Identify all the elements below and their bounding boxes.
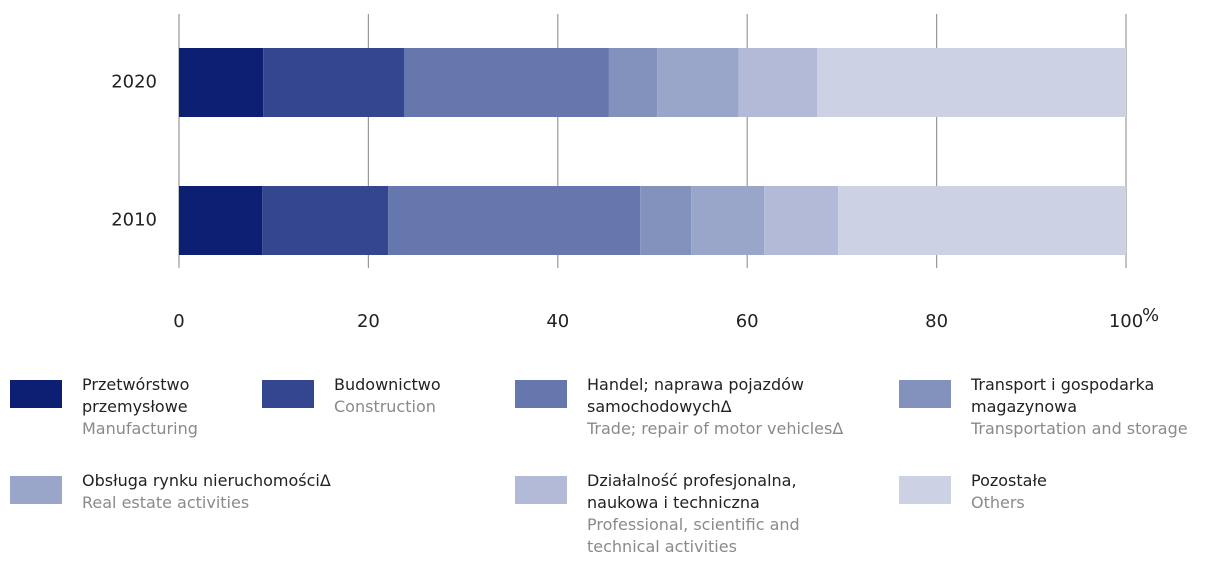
legend-swatch [515, 476, 567, 504]
bar-segment [640, 186, 692, 255]
legend-label-en: Trade; repair of motor vehiclesΔ [587, 419, 844, 438]
legend-label: Budownictwo [334, 375, 441, 394]
x-tick-label: 0 [173, 311, 184, 332]
x-tick-label: 80 [925, 311, 948, 332]
legend-swatch [10, 476, 62, 504]
legend-label-en: Construction [334, 397, 436, 416]
legend-label-en: Professional, scientific and technical a… [587, 515, 800, 556]
legend-label-en: Manufacturing [82, 419, 198, 438]
y-tick-label: 2010 [111, 210, 157, 231]
legend-swatch [10, 380, 62, 408]
x-tick-label: 100 [1109, 311, 1143, 332]
legend-label: Przetwórstwo przemysłowe [82, 375, 190, 416]
legend-swatch [899, 476, 951, 504]
bar-segment [764, 186, 839, 255]
bar-segment [738, 48, 818, 117]
bar-segment [838, 186, 1126, 255]
x-tick-label: 20 [357, 311, 380, 332]
bar-segment [388, 186, 641, 255]
legend-label: Pozostałe [971, 471, 1047, 490]
legend-swatch [262, 380, 314, 408]
bar-segment [262, 186, 389, 255]
legend-text: Obsługa rynku nieruchomościΔ Real estate … [82, 470, 502, 514]
bar-segment [179, 186, 263, 255]
legend-swatch [515, 380, 567, 408]
x-axis-label: % [1142, 305, 1159, 326]
legend-label: Działalność profesjonalna, naukowa i tec… [587, 471, 797, 512]
bar-segment [608, 48, 658, 117]
legend-text: Przetwórstwo przemysłowe Manufacturing [82, 374, 242, 440]
legend-text: Budownictwo Construction [334, 374, 534, 418]
legend-text: Działalność profesjonalna, naukowa i tec… [587, 470, 847, 558]
legend-text: Pozostałe Others [971, 470, 1171, 514]
legend-text: Transport i gospodarka magazynowa Transpo… [971, 374, 1191, 440]
bar-segment [691, 186, 765, 255]
y-tick-label: 2020 [111, 72, 157, 93]
legend-swatch [899, 380, 951, 408]
bar-segment [404, 48, 609, 117]
legend-label: Handel; naprawa pojazdów samochodowychΔ [587, 375, 804, 416]
legend-label-en: Real estate activities [82, 493, 250, 512]
legend-label: Transport i gospodarka magazynowa [971, 375, 1155, 416]
legend-text: Handel; naprawa pojazdów samochodowychΔ T… [587, 374, 887, 440]
legend-label-en: Others [971, 493, 1025, 512]
bar-segment [817, 48, 1126, 117]
legend-label: Obsługa rynku nieruchomościΔ [82, 471, 331, 490]
bar-segment [179, 48, 264, 117]
bar-segment [657, 48, 739, 117]
x-tick-label: 40 [546, 311, 569, 332]
x-tick-label: 60 [736, 311, 759, 332]
legend-label-en: Transportation and storage [971, 419, 1188, 438]
bar-segment [263, 48, 405, 117]
